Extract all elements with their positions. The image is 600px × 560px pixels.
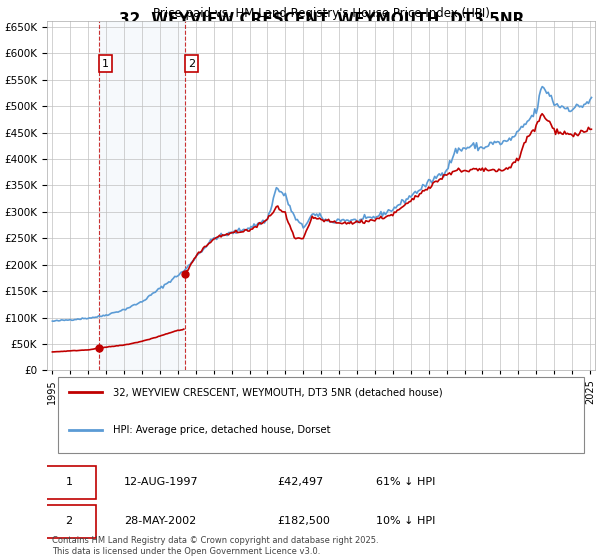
Text: 1: 1 (65, 477, 73, 487)
Text: Price paid vs. HM Land Registry's House Price Index (HPI): Price paid vs. HM Land Registry's House … (153, 7, 490, 20)
Text: £182,500: £182,500 (277, 516, 330, 526)
FancyBboxPatch shape (58, 376, 584, 454)
Text: 2: 2 (188, 59, 195, 69)
FancyBboxPatch shape (41, 465, 97, 499)
Bar (99, 21, 185, 371)
Text: Contains HM Land Registry data © Crown copyright and database right 2025.
This d: Contains HM Land Registry data © Crown c… (52, 536, 379, 556)
Text: 12-AUG-1997: 12-AUG-1997 (124, 477, 199, 487)
Text: 10% ↓ HPI: 10% ↓ HPI (376, 516, 436, 526)
Text: 2: 2 (65, 516, 73, 526)
FancyBboxPatch shape (41, 505, 97, 538)
Text: 28-MAY-2002: 28-MAY-2002 (124, 516, 196, 526)
Text: £42,497: £42,497 (277, 477, 323, 487)
Text: 1: 1 (102, 59, 109, 69)
Text: 32, WEYVIEW CRESCENT, WEYMOUTH, DT3 5NR (detached house): 32, WEYVIEW CRESCENT, WEYMOUTH, DT3 5NR … (113, 388, 442, 397)
Text: 32, WEYVIEW CRESCENT, WEYMOUTH, DT3 5NR: 32, WEYVIEW CRESCENT, WEYMOUTH, DT3 5NR (119, 12, 524, 27)
Text: 61% ↓ HPI: 61% ↓ HPI (376, 477, 436, 487)
Text: HPI: Average price, detached house, Dorset: HPI: Average price, detached house, Dors… (113, 425, 331, 435)
